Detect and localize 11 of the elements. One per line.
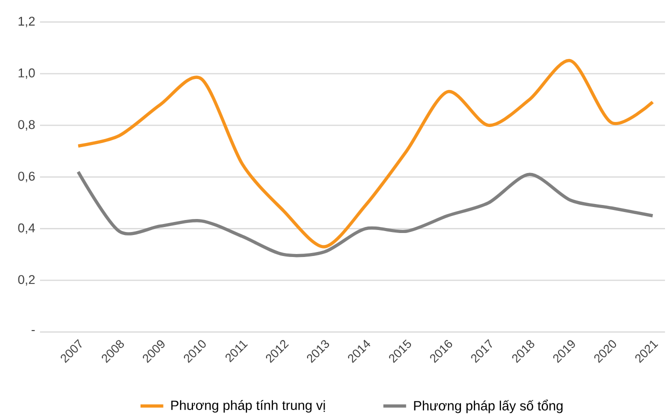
line-series	[76, 59, 654, 248]
y-tick-label: 0,8	[18, 120, 35, 131]
y-tick-label: 1,2	[18, 16, 35, 28]
y-tick-label: 0,6	[18, 172, 35, 182]
line-series	[76, 170, 654, 258]
y-tick-label: 1,0	[18, 68, 35, 79]
y-tick-label: 0,2	[18, 275, 35, 286]
legend-label: Phương pháp lấy số tổng	[414, 400, 563, 414]
y-tick-label: -	[32, 330, 35, 332]
y-tick-label: 0,4	[18, 223, 35, 234]
legend-label: Phương pháp tính trung vị	[171, 400, 325, 413]
